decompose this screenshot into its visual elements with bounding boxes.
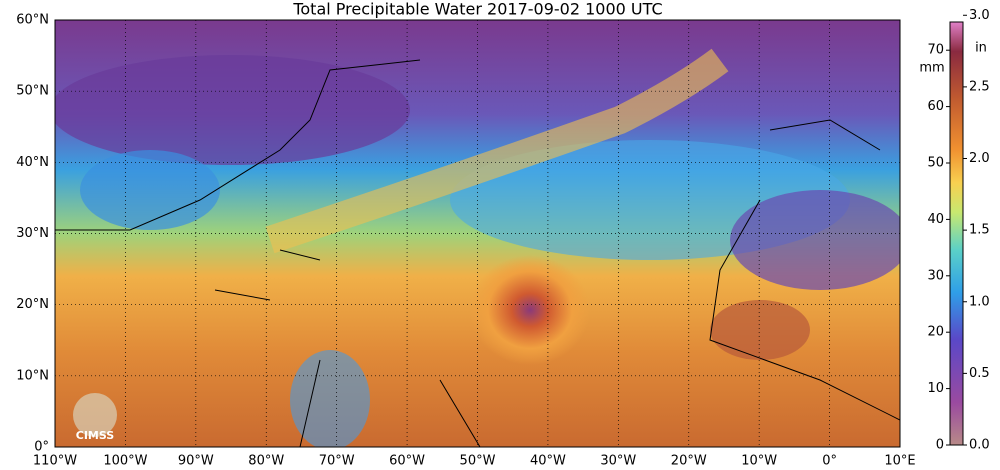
graticule <box>55 20 900 447</box>
mm-tick-label: 40 <box>927 212 944 227</box>
map-frame <box>54 19 901 448</box>
lat-label: 0° <box>34 440 49 455</box>
lon-label: 20°W <box>671 454 707 469</box>
lat-label: 50°N <box>16 84 49 99</box>
lon-label: 90°W <box>178 454 214 469</box>
lat-label: 30°N <box>16 226 49 241</box>
mm-unit: mm <box>919 61 944 76</box>
mm-tick-label: 20 <box>927 325 944 340</box>
lon-label: 10°W <box>741 454 777 469</box>
lon-label: 80°W <box>248 454 284 469</box>
lon-label: 0° <box>822 454 837 469</box>
lon-label: 100°W <box>103 454 147 469</box>
lat-label: 40°N <box>16 155 49 170</box>
logo-text: CIMSS <box>76 429 115 442</box>
in-tick-label: 1.5 <box>969 223 990 238</box>
map <box>55 20 900 447</box>
lon-label: 110°W <box>33 454 77 469</box>
in-tick-label: 3.0 <box>969 8 990 23</box>
in-tick-label: 1.0 <box>969 294 990 309</box>
lat-label: 20°N <box>16 297 49 312</box>
in-tick-label: 0.5 <box>969 366 990 381</box>
in-tick-label: 2.5 <box>969 79 990 94</box>
lon-label: 60°W <box>389 454 425 469</box>
mm-tick-label: 10 <box>927 381 944 396</box>
in-tick-label: 2.0 <box>969 151 990 166</box>
logo: CIMSS <box>73 393 117 442</box>
mm-tick-label: 30 <box>927 268 944 283</box>
lat-label: 10°N <box>16 368 49 383</box>
lat-label: 60°N <box>16 13 49 28</box>
mm-tick-label: 70 <box>927 43 944 58</box>
lon-label: 70°W <box>319 454 355 469</box>
mm-tick-label: 60 <box>927 99 944 114</box>
mm-tick-label: 50 <box>927 156 944 171</box>
mm-tick-label: 0 <box>936 438 944 453</box>
lon-label: 40°W <box>530 454 566 469</box>
in-unit: in <box>975 41 987 56</box>
colorbar <box>949 21 964 446</box>
in-tick-label: 0.0 <box>969 438 990 453</box>
lon-label: 50°W <box>460 454 496 469</box>
lon-label: 30°W <box>600 454 636 469</box>
title: Total Precipitable Water 2017-09-02 1000… <box>292 0 662 19</box>
lon-label: 10°E <box>884 454 915 469</box>
